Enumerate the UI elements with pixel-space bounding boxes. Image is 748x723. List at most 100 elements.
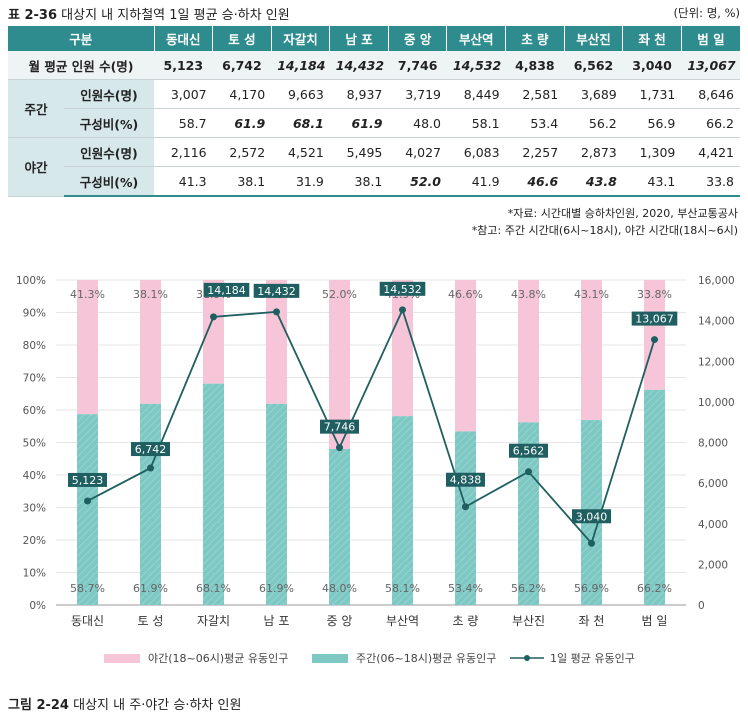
bar-day bbox=[203, 383, 224, 605]
legend-swatch-day bbox=[312, 653, 348, 663]
row-label: 구성비(%) bbox=[64, 108, 155, 138]
x-tick-label: 남 포 bbox=[264, 614, 290, 628]
line-data-label: 7,746 bbox=[324, 421, 356, 434]
caption-label: 그림 2-24 bbox=[8, 698, 69, 713]
header-station: 동대신 bbox=[154, 26, 214, 51]
data-label-day: 53.4% bbox=[448, 582, 483, 595]
y-tick-label-right: 16,000 bbox=[698, 275, 735, 287]
x-tick-label: 동대신 bbox=[71, 614, 104, 628]
line-data-label: 5,123 bbox=[72, 474, 104, 487]
caption-title: 대상지 내 주·야간 승·하차 인원 bbox=[73, 698, 242, 713]
line-label-box bbox=[320, 419, 359, 434]
line-label-box bbox=[631, 311, 678, 326]
y-tick-label-right: 2,000 bbox=[698, 559, 728, 571]
y-tick-label-right: 6,000 bbox=[698, 478, 728, 490]
table-row-day-count: 주간 인원수(명) 3,007 4,170 9,663 8,937 3,719 … bbox=[8, 79, 740, 138]
data-label-night: 43.1% bbox=[574, 288, 609, 301]
cell: 13,067 bbox=[681, 51, 740, 80]
y-tick-label-right: 14,000 bbox=[698, 316, 735, 328]
y-tick-label-right: 10,000 bbox=[698, 397, 735, 409]
bar-day bbox=[140, 403, 161, 605]
legend-swatch-night bbox=[104, 653, 140, 663]
cell: 52.0 bbox=[388, 166, 447, 197]
cell: 2,873 bbox=[564, 137, 623, 167]
line-label-box bbox=[509, 443, 548, 458]
line-point bbox=[588, 539, 595, 547]
header-station: 부산역 bbox=[446, 26, 507, 51]
y-tick-label-right: 4,000 bbox=[698, 519, 728, 531]
bar-day bbox=[392, 416, 413, 605]
legend-label-day: 주간(06~18시)평균 유동인구 bbox=[356, 652, 497, 665]
x-tick-label: 토 성 bbox=[138, 614, 164, 628]
bar-day bbox=[329, 449, 350, 605]
cell: 68.1 bbox=[271, 108, 330, 138]
y-tick-label-left: 10% bbox=[23, 568, 46, 580]
data-label-day: 61.9% bbox=[259, 582, 294, 595]
cell: 41.9 bbox=[446, 166, 506, 197]
cell: 2,116 bbox=[154, 137, 213, 167]
row-label: 인원수(명) bbox=[64, 79, 155, 109]
cell: 8,937 bbox=[329, 79, 389, 109]
x-tick-label: 중 앙 bbox=[327, 614, 353, 628]
cell: 2,572 bbox=[212, 137, 272, 167]
y-tick-label-right: 12,000 bbox=[698, 356, 735, 368]
cell: 58.1 bbox=[446, 108, 506, 138]
cell: 4,170 bbox=[212, 79, 272, 109]
cell: 5,495 bbox=[329, 137, 389, 167]
cell: 3,689 bbox=[564, 79, 623, 109]
cell: 46.6 bbox=[505, 166, 565, 197]
row-label-total: 월 평균 인원 수(명) bbox=[8, 51, 155, 80]
header-category: 구분 bbox=[8, 26, 155, 51]
line-point bbox=[399, 306, 406, 314]
cell: 3,719 bbox=[388, 79, 447, 109]
data-label-night: 41.3% bbox=[70, 288, 105, 301]
y-tick-label-left: 100% bbox=[16, 275, 46, 287]
data-label-day: 58.7% bbox=[70, 582, 105, 595]
bar-day bbox=[77, 414, 98, 605]
legend-item-day: 주간(06~18시)평균 유동인구 bbox=[312, 648, 496, 668]
line-point bbox=[273, 308, 280, 316]
cell: 38.1 bbox=[212, 166, 272, 197]
line-data-label: 14,532 bbox=[383, 283, 422, 296]
line-data-label: 14,184 bbox=[207, 284, 246, 297]
y-tick-label-right: 8,000 bbox=[698, 438, 728, 450]
legend-line-marker bbox=[510, 655, 544, 661]
data-table: 구분 동대신 토 성 자갈치 남 포 중 앙 부산역 초 량 부산진 좌 천 범… bbox=[8, 26, 740, 197]
data-label-night: 52.0% bbox=[322, 288, 357, 301]
table-label: 표 2-36 bbox=[8, 8, 58, 23]
row-label: 구성비(%) bbox=[64, 166, 155, 197]
cell: 38.1 bbox=[329, 166, 389, 197]
cell: 4,027 bbox=[388, 137, 447, 167]
bar-night bbox=[329, 280, 350, 449]
line-data-label: 13,067 bbox=[635, 313, 674, 326]
cell: 8,646 bbox=[681, 79, 740, 109]
cell: 8,449 bbox=[446, 79, 506, 109]
header-station: 부산진 bbox=[564, 26, 624, 51]
cell: 14,184 bbox=[271, 51, 330, 80]
y-tick-label-left: 90% bbox=[23, 308, 46, 320]
legend-label-night: 야간(18~06시)평균 유동인구 bbox=[148, 652, 289, 665]
line-data-label: 6,742 bbox=[135, 443, 167, 456]
figure-caption: 그림 2-24 대상지 내 주·야간 승·하차 인원 bbox=[8, 694, 241, 713]
table-title-text: 대상지 내 지하철역 1일 평균 승·하차 인원 bbox=[61, 8, 290, 23]
table-header-bar: 표 2-36 대상지 내 지하철역 1일 평균 승·하차 인원 (단위: 명, … bbox=[8, 4, 740, 24]
note-reference: *참고: 주간 시간대(6시~18시), 야간 시간대(18시~6시) bbox=[471, 224, 738, 237]
y-tick-label-left: 20% bbox=[23, 535, 46, 547]
line-label-box bbox=[68, 472, 107, 487]
cell: 5,123 bbox=[154, 51, 213, 80]
cell: 48.0 bbox=[388, 108, 447, 138]
y-tick-label-left: 0% bbox=[29, 600, 46, 612]
bar-night bbox=[392, 280, 413, 417]
data-label-night: 33.8% bbox=[637, 288, 672, 301]
series-line-total bbox=[87, 307, 656, 546]
cell: 31.9 bbox=[271, 166, 330, 197]
legend-label-line: 1일 평균 유동인구 bbox=[550, 652, 635, 665]
cell: 4,521 bbox=[271, 137, 330, 167]
cell: 1,731 bbox=[622, 79, 682, 109]
combo-chart: 0% 10% 20% 30% 40% 50% 60% 70% 80% 90% 100% 0 2,000 4… bbox=[16, 275, 735, 628]
x-tick-label: 범 일 bbox=[642, 614, 668, 628]
cell: 61.9 bbox=[212, 108, 272, 138]
cell: 2,257 bbox=[505, 137, 565, 167]
cell: 33.8 bbox=[681, 166, 740, 197]
cell: 6,562 bbox=[564, 51, 623, 80]
